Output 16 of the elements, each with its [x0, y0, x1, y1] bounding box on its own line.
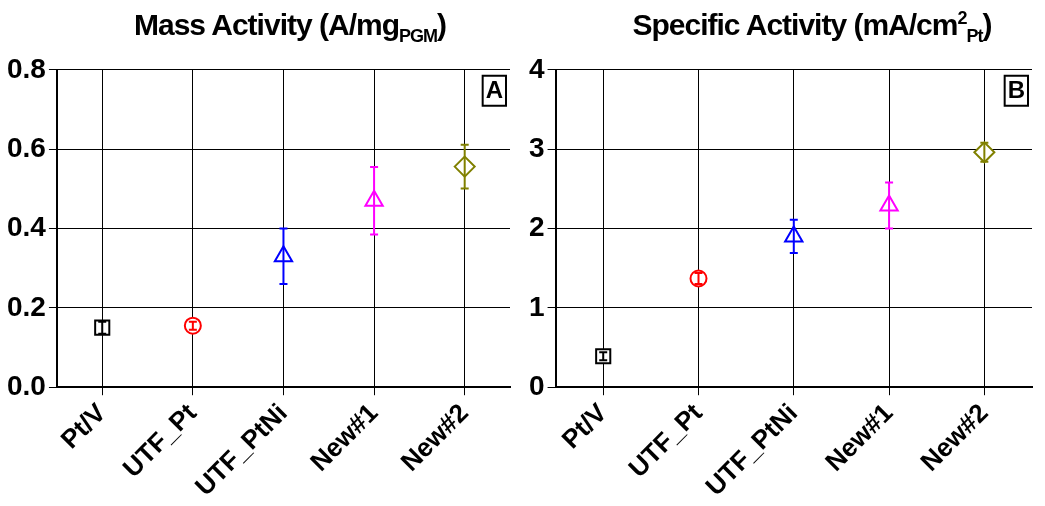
annotation: A	[485, 76, 504, 104]
y-tick-label: 0.4	[6, 211, 47, 243]
chart-title: Mass Activity (A/mg$_{PGM}$)	[133, 8, 447, 47]
y-tick-label: 0.0	[6, 369, 46, 401]
y-tick-label: 0.8	[6, 52, 46, 84]
point	[183, 316, 202, 335]
y-tick-label: 0.2	[6, 290, 46, 322]
point	[689, 269, 708, 288]
y-tick-label: 0	[528, 369, 545, 401]
y-tick-label: 2	[528, 211, 545, 243]
y-tick-label: 4	[528, 52, 545, 84]
y-tick-label: 3	[528, 131, 545, 163]
annotation: B	[1007, 76, 1026, 104]
y-tick-label: 1	[528, 290, 545, 322]
chart-title: Specific Activity (mA/cm$^{2}$$_{Pt}$)	[631, 8, 993, 47]
y-tick-label: 0.6	[6, 131, 46, 163]
